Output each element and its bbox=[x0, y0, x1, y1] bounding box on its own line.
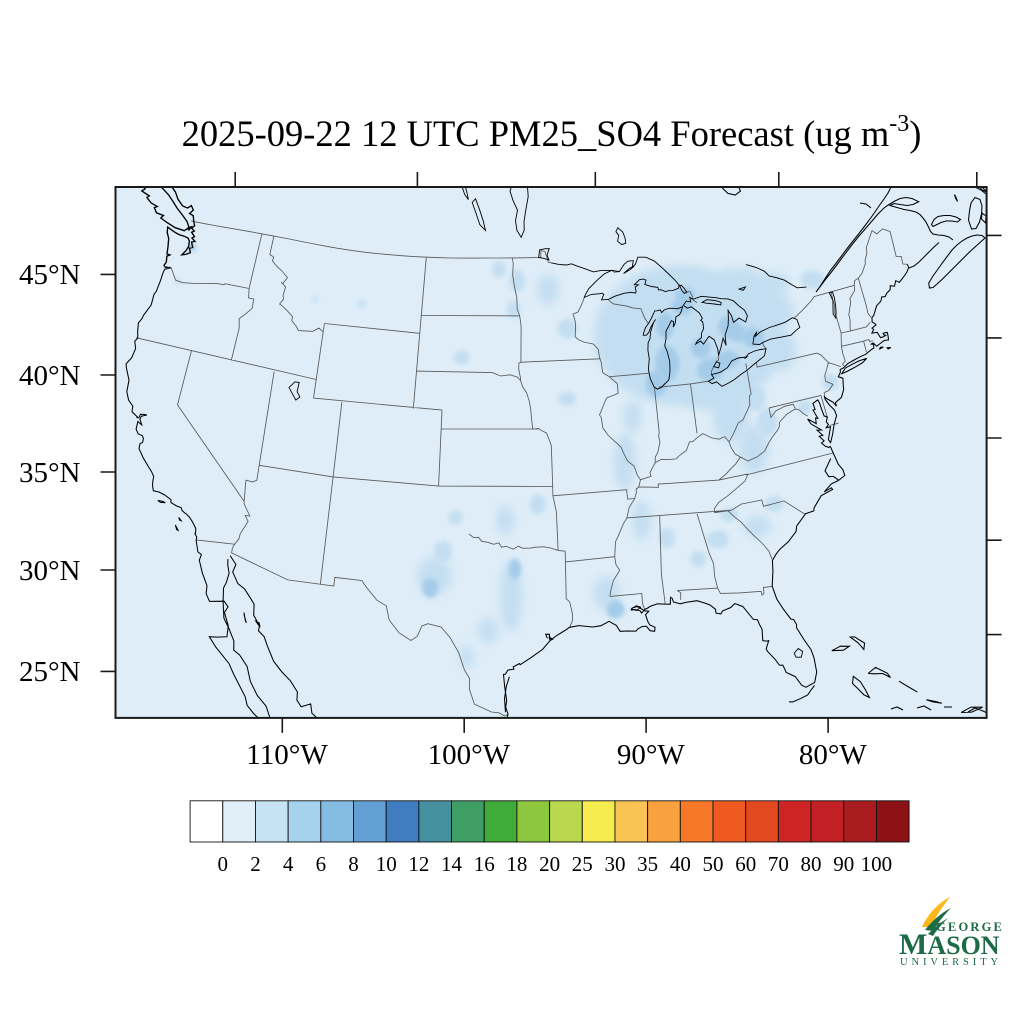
svg-text:50: 50 bbox=[703, 852, 724, 876]
svg-text:2025-09-22 12 UTC PM25_SO4 For: 2025-09-22 12 UTC PM25_SO4 Forecast (ug … bbox=[182, 111, 922, 154]
svg-text:20: 20 bbox=[539, 852, 560, 876]
svg-text:25: 25 bbox=[572, 852, 593, 876]
svg-text:70: 70 bbox=[768, 852, 789, 876]
svg-text:40: 40 bbox=[670, 852, 691, 876]
svg-text:90°W: 90°W bbox=[617, 739, 686, 771]
svg-text:25°N: 25°N bbox=[19, 656, 81, 688]
svg-text:10: 10 bbox=[376, 852, 397, 876]
svg-text:4: 4 bbox=[283, 852, 294, 876]
svg-text:12: 12 bbox=[408, 852, 429, 876]
svg-text:45°N: 45°N bbox=[19, 259, 81, 291]
svg-text:0: 0 bbox=[218, 852, 229, 876]
svg-text:16: 16 bbox=[474, 852, 495, 876]
svg-text:80°W: 80°W bbox=[799, 739, 868, 771]
svg-text:30: 30 bbox=[604, 852, 625, 876]
svg-text:35°N: 35°N bbox=[19, 457, 81, 489]
svg-text:110°W: 110°W bbox=[246, 739, 328, 771]
svg-text:30°N: 30°N bbox=[19, 555, 81, 587]
svg-text:2: 2 bbox=[250, 852, 261, 876]
svg-text:MASON: MASON bbox=[899, 928, 1000, 961]
svg-text:40°N: 40°N bbox=[19, 360, 81, 392]
svg-text:18: 18 bbox=[506, 852, 527, 876]
svg-text:UNIVERSITY: UNIVERSITY bbox=[900, 957, 1002, 968]
svg-text:100: 100 bbox=[861, 852, 893, 876]
svg-text:80: 80 bbox=[801, 852, 822, 876]
svg-text:100°W: 100°W bbox=[428, 739, 511, 771]
svg-text:35: 35 bbox=[637, 852, 658, 876]
svg-text:90: 90 bbox=[833, 852, 854, 876]
svg-text:8: 8 bbox=[348, 852, 359, 876]
svg-text:14: 14 bbox=[441, 852, 463, 876]
svg-text:GEORGE: GEORGE bbox=[936, 920, 1004, 934]
svg-text:60: 60 bbox=[735, 852, 756, 876]
svg-text:6: 6 bbox=[316, 852, 327, 876]
